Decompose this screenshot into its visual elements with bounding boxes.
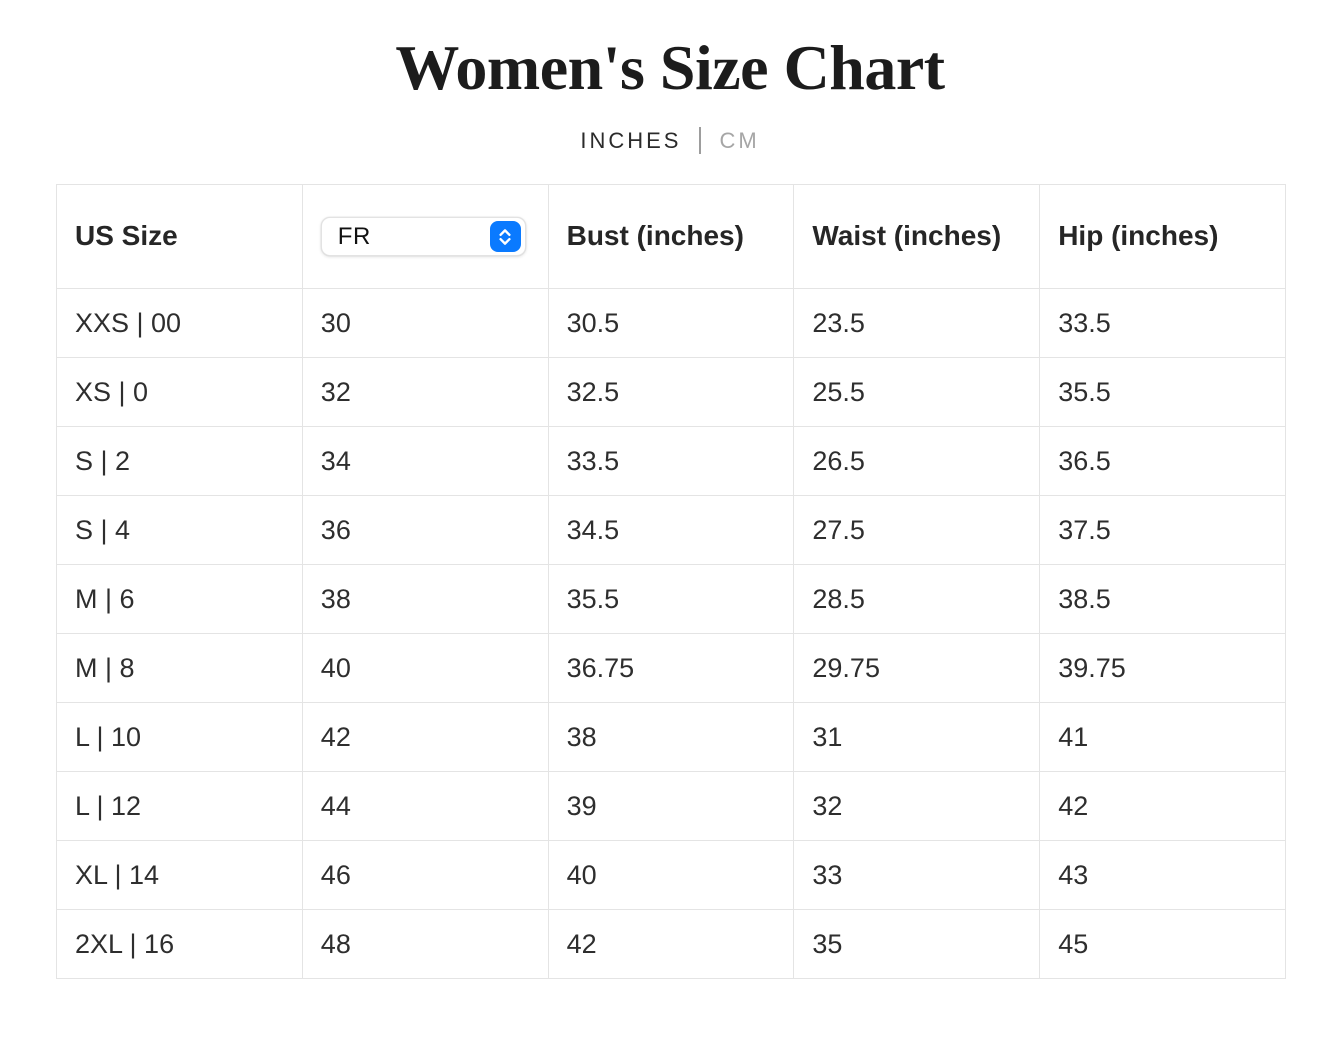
table-row: S | 2 34 33.5 26.5 36.5: [56, 426, 1286, 497]
cell-hip: 36.5: [1039, 426, 1286, 497]
cell-bust: 30.5: [547, 288, 795, 359]
cell-country-size: 36: [301, 495, 549, 566]
cell-country-size: 46: [301, 840, 549, 911]
unit-toggle-divider: [699, 127, 702, 155]
select-arrows-icon: [489, 221, 521, 253]
table-row: S | 4 36 34.5 27.5 37.5: [56, 495, 1286, 566]
cell-bust: 34.5: [547, 495, 795, 566]
cell-country-size: 38: [301, 564, 549, 635]
cell-waist: 29.75: [793, 633, 1041, 704]
cell-hip: 35.5: [1039, 357, 1286, 428]
unit-toggle-cm[interactable]: CM: [719, 127, 760, 153]
cell-waist: 25.5: [793, 357, 1041, 428]
cell-hip: 41: [1039, 702, 1286, 773]
cell-us-size: S | 2: [56, 426, 303, 497]
cell-bust: 39: [547, 771, 795, 842]
cell-bust: 35.5: [547, 564, 795, 635]
cell-us-size: L | 12: [56, 771, 303, 842]
table-row: M | 6 38 35.5 28.5 38.5: [56, 564, 1286, 635]
cell-us-size: XS | 0: [56, 357, 303, 428]
cell-country-size: 44: [301, 771, 549, 842]
size-table: US Size FR Bust (inches) Waist (inches): [56, 184, 1286, 980]
cell-bust: 36.75: [547, 633, 795, 704]
cell-country-size: 30: [301, 288, 549, 359]
cell-hip: 43: [1039, 840, 1286, 911]
cell-us-size: M | 8: [56, 633, 303, 704]
country-select[interactable]: FR: [320, 217, 526, 257]
cell-waist: 27.5: [793, 495, 1041, 566]
table-row: L | 10 42 38 31 41: [56, 702, 1286, 773]
cell-country-size: 48: [301, 909, 549, 980]
size-chart-page: Women's Size Chart INCHES CM US Size FR: [0, 32, 1340, 980]
country-select-value: FR: [337, 223, 371, 251]
cell-us-size: S | 4: [56, 495, 303, 566]
table-row: XS | 0 32 32.5 25.5 35.5: [56, 357, 1286, 428]
cell-bust: 42: [547, 909, 795, 980]
cell-waist: 32: [793, 771, 1041, 842]
cell-country-size: 34: [301, 426, 549, 497]
cell-bust: 33.5: [547, 426, 795, 497]
cell-hip: 33.5: [1039, 288, 1286, 359]
table-header-row: US Size FR Bust (inches) Waist (inches): [56, 184, 1286, 290]
table-row: M | 8 40 36.75 29.75 39.75: [56, 633, 1286, 704]
table-row: XL | 14 46 40 33 43: [56, 840, 1286, 911]
cell-waist: 31: [793, 702, 1041, 773]
cell-waist: 23.5: [793, 288, 1041, 359]
cell-bust: 32.5: [547, 357, 795, 428]
header-bust: Bust (inches): [547, 184, 795, 290]
cell-country-size: 42: [301, 702, 549, 773]
cell-us-size: XL | 14: [56, 840, 303, 911]
cell-hip: 37.5: [1039, 495, 1286, 566]
cell-us-size: 2XL | 16: [56, 909, 303, 980]
header-country-select: FR: [301, 184, 549, 290]
cell-country-size: 40: [301, 633, 549, 704]
cell-hip: 39.75: [1039, 633, 1286, 704]
cell-hip: 45: [1039, 909, 1286, 980]
cell-us-size: XXS | 00: [56, 288, 303, 359]
cell-hip: 42: [1039, 771, 1286, 842]
cell-us-size: L | 10: [56, 702, 303, 773]
cell-bust: 38: [547, 702, 795, 773]
unit-toggle-inches[interactable]: INCHES: [580, 127, 682, 153]
cell-us-size: M | 6: [56, 564, 303, 635]
cell-waist: 33: [793, 840, 1041, 911]
header-hip: Hip (inches): [1039, 184, 1286, 290]
cell-waist: 28.5: [793, 564, 1041, 635]
page-title: Women's Size Chart: [395, 32, 945, 103]
table-row: XXS | 00 30 30.5 23.5 33.5: [56, 288, 1286, 359]
cell-waist: 35: [793, 909, 1041, 980]
unit-toggle: INCHES CM: [0, 127, 1340, 155]
cell-bust: 40: [547, 840, 795, 911]
header-us-size: US Size: [56, 184, 303, 290]
cell-waist: 26.5: [793, 426, 1041, 497]
cell-country-size: 32: [301, 357, 549, 428]
header-waist: Waist (inches): [793, 184, 1041, 290]
table-row: L | 12 44 39 32 42: [56, 771, 1286, 842]
table-row: 2XL | 16 48 42 35 45: [56, 909, 1286, 980]
cell-hip: 38.5: [1039, 564, 1286, 635]
